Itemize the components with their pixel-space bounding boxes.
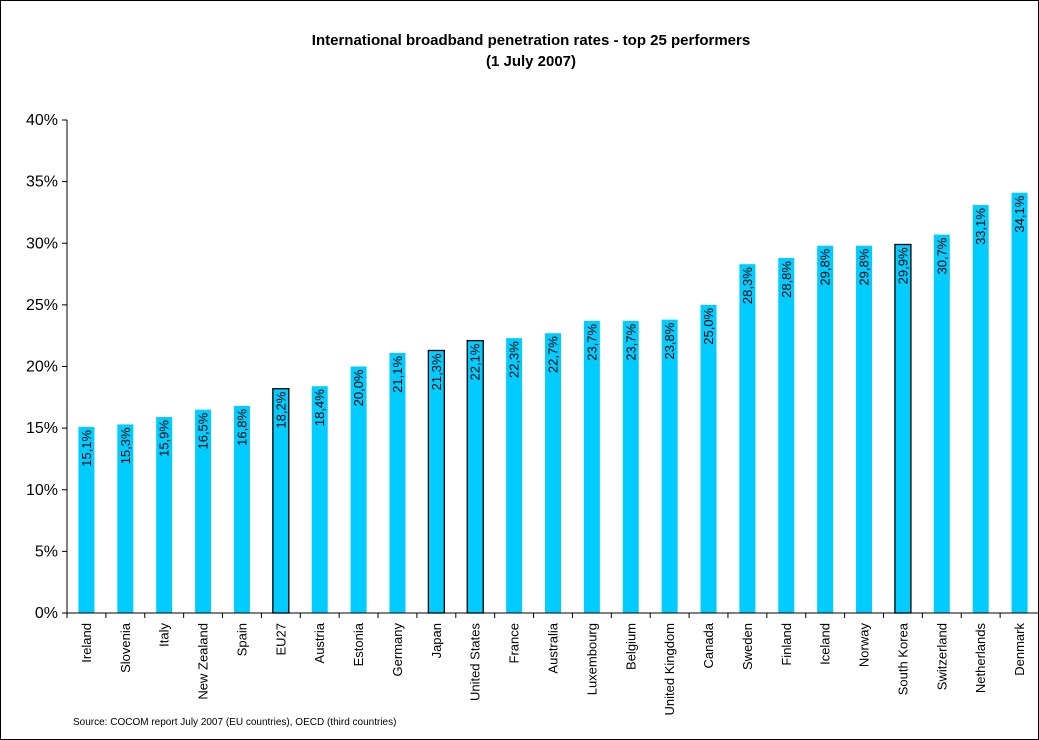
data-label: 29,9% [895,247,910,284]
category-label: Canada [701,622,716,668]
category-label: United States [468,623,483,702]
bar-france [506,338,523,613]
bar-belgium [622,320,639,613]
bar-austria [311,386,328,613]
category-label: Norway [857,623,872,668]
y-tick-label: 5% [35,543,58,560]
data-label: 18,4% [312,389,327,426]
category-label: Netherlands [973,623,988,694]
bar-sweden [739,264,756,613]
y-tick-label: 30% [26,235,58,252]
category-label: Belgium [623,623,638,670]
bar-canada [700,304,717,613]
data-label: 15,1% [79,429,94,466]
category-label: New Zealand [196,623,211,700]
data-label: 25,0% [701,307,716,344]
y-tick-label: 35% [26,174,58,191]
bar-slovenia [117,424,134,613]
data-label: 34,1% [1012,195,1027,232]
category-label: Denmark [1012,623,1027,676]
data-label: 33,1% [973,208,988,245]
bar-south-korea [894,243,912,614]
category-label: United Kingdom [662,623,677,716]
category-label: Finland [779,623,794,666]
data-label: 30,7% [934,237,949,274]
category-label: Iceland [818,623,833,665]
data-label: 22,7% [546,336,561,373]
bar-united-kingdom [661,319,678,613]
y-tick-label: 0% [35,605,58,622]
category-label: Slovenia [118,622,133,673]
bar-estonia [350,366,367,613]
chart-subtitle: (1 July 2007) [486,53,576,70]
y-axis: 0% 5% 10% 15% 20% 25% 30% 35% 40% [26,112,68,622]
x-axis: Ireland Slovenia Italy New Zealand Spain EU27… [66,612,1038,716]
data-label: 21,3% [429,353,444,390]
data-label: 22,3% [507,341,522,378]
category-label: France [507,623,522,663]
category-label: South Korea [895,622,910,695]
category-label: Japan [429,623,444,658]
y-tick-label: 25% [26,297,58,314]
data-label: 18,2% [273,391,288,428]
data-label: 23,8% [662,322,677,359]
data-label: 16,5% [196,412,211,449]
data-label: 28,8% [779,261,794,298]
y-tick-label: 20% [26,359,58,376]
data-label: 22,1% [468,343,483,380]
category-label: Austria [312,622,327,663]
bar-norway [856,245,873,613]
data-label: 16,8% [234,409,249,446]
y-tick-label: 15% [26,420,58,437]
data-label: 15,9% [157,420,172,457]
bars: 15,1% 15,3% 15,9% 16,5% 16,8% 18,2% 18,4% 20,0%… [78,192,1028,614]
data-label: 20,0% [351,369,366,406]
bar-germany [389,352,406,613]
data-label: 28,3% [740,267,755,304]
bar-netherlands [972,205,989,614]
bar-iceland [817,245,834,613]
data-label: 21,1% [390,356,405,393]
bar-new-zealand [195,409,212,613]
chart-title: International broadband penetration rate… [312,32,750,49]
category-label: Estonia [351,622,366,666]
category-label: Germany [390,623,405,677]
y-tick-label: 10% [26,482,58,499]
bar-italy [156,417,173,613]
y-tick-label: 40% [26,112,58,129]
bar-luxembourg [583,320,600,613]
category-label: Ireland [79,623,94,663]
category-label: EU27 [273,623,288,656]
bar-finland [778,258,795,613]
bar-ireland [78,426,95,613]
bar-switzerland [933,234,950,613]
category-label: Switzerland [934,623,949,690]
data-label: 15,3% [118,427,133,464]
category-label: Luxembourg [584,623,599,695]
category-label: Australia [546,622,561,673]
source-note: Source: COCOM report July 2007 (EU count… [73,717,396,728]
category-label: Spain [234,623,249,656]
bar-spain [233,405,250,613]
category-label: Sweden [740,623,755,670]
data-label: 23,7% [584,323,599,360]
data-label: 23,7% [623,323,638,360]
data-label: 29,8% [818,248,833,285]
bar-australia [545,333,561,613]
bar-denmark [1011,192,1028,613]
data-label: 29,8% [857,248,872,285]
category-label: Italy [157,623,172,647]
